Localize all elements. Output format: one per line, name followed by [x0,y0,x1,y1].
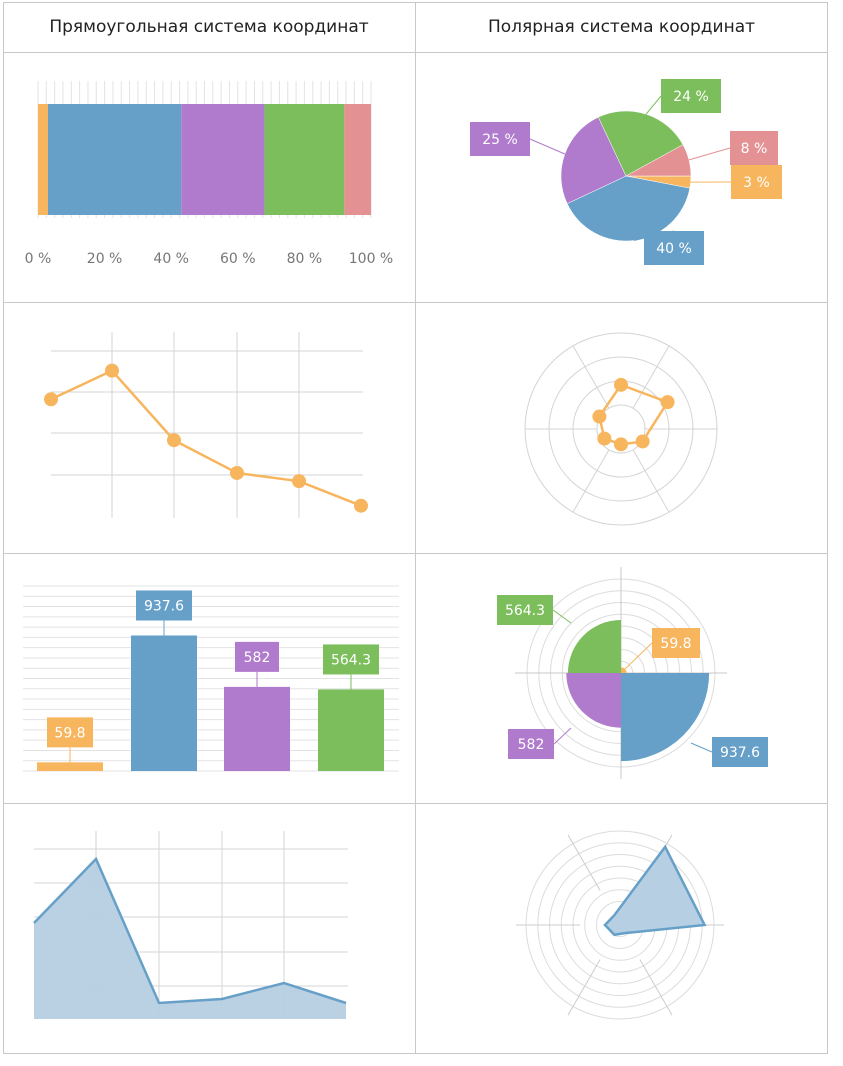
x-tick-label: 80 % [287,251,323,267]
polar-area-chart [516,830,724,1020]
polar-spoke [639,959,673,1016]
pie-label: 25 % [482,132,518,148]
polar-spoke [572,449,610,513]
rose-leader-line [553,727,572,745]
pie-label-box [470,122,530,156]
line-series [50,369,362,507]
polar-spoke [572,345,610,409]
polar-scatter-cell [415,302,828,553]
x-tick-label: 0 % [25,251,52,267]
rose-label: 564.3 [505,603,545,619]
x-tick-label: 20 % [87,251,123,267]
polar-point [660,395,675,410]
area-chart [33,831,348,1019]
x-tick-label: 40 % [153,251,189,267]
bar-value-label: 59.8 [54,725,85,741]
bar-value-label: 564.3 [331,652,371,668]
pie-chart: 40 % 25 % 24 % 8 % 3 % [470,79,782,265]
polar-point [614,377,628,392]
pie-label-box [644,231,704,265]
line-point [44,392,58,407]
line-point [105,363,119,378]
pie-leader-line [688,147,731,161]
rose-label: 582 [518,737,545,753]
rose-slice-3 [567,619,621,673]
bar-1 [131,635,197,771]
polar-rose-chart: 59.8 937.6 582 564.3 [497,567,768,779]
bar-value-label-box [136,590,192,621]
line-point [167,433,181,448]
stacked-percent-bar-cell: 0 % 20 % 40 % 60 % 80 % 100 % [3,52,415,302]
rose-label-box [508,729,554,759]
rose-slice-1 [621,673,710,762]
polar-point [614,437,628,452]
bar-segment-2 [181,104,265,215]
rose-slice-0 [621,667,627,673]
pie-label-box [731,165,782,199]
rose-label: 59.8 [660,636,691,652]
bar-chart-cell: 59.8 937.6 582 564.3 [3,553,415,803]
rose-label: 937.6 [720,745,760,761]
bar-value-label-box [323,644,379,675]
polar-point [592,409,607,424]
polar-scatter-chart [524,332,718,526]
area-line [33,856,347,1005]
bar-value-label-box [235,641,279,672]
rose-leader-line [552,609,572,624]
bar-segment-3 [264,104,345,215]
rose-leader-line [624,642,653,670]
polar-point [635,434,650,449]
line-chart-cell [3,302,415,553]
cartesian-header: Прямоугольная система координат [49,17,369,37]
polar-spoke [567,834,601,891]
pie-slice-3 [625,144,692,177]
table-grid-lines [3,2,828,1054]
pie-leader-line [645,95,662,115]
pie-label: 40 % [656,241,692,257]
area-chart-cell [3,803,415,1054]
bar-value-label: 582 [244,650,271,666]
bar-3 [318,689,384,771]
polar-header: Полярная система координат [487,17,756,37]
pie-slice-2 [597,110,684,177]
line-point [354,498,368,513]
pie-label-box [661,79,721,113]
pie-chart-cell: 40 % 25 % 24 % 8 % 3 % [415,52,828,302]
pie-label: 8 % [741,141,768,157]
rose-leader-line [690,742,713,753]
stacked-percent-bar-chart: 0 % 20 % 40 % 60 % 80 % 100 % [25,81,393,267]
line-point [230,465,244,480]
bar-segment-0 [38,104,48,215]
x-tick-label: 60 % [220,251,256,267]
pie-leader-line [529,138,566,155]
bar-value-label-box [47,717,93,748]
polar-spoke [632,449,670,513]
polar-area-cell [415,803,828,1054]
bar-value-label: 937.6 [144,598,184,614]
line-point [292,474,306,489]
polar-point [597,431,612,446]
line-chart [44,332,368,518]
pie-label: 24 % [673,89,709,105]
area-fill [34,859,346,1019]
rose-label-box [652,628,700,658]
rose-slice-2 [566,673,621,728]
bar-0 [37,762,103,771]
bar-2 [224,686,290,771]
rose-label-box [712,737,768,767]
bar-segment-4 [344,104,371,215]
x-tick-label: 100 % [349,251,393,267]
polar-area-series [603,844,707,937]
comparison-table: Прямоугольная система координат Полярная… [3,2,828,1054]
pie-label: 3 % [743,175,770,191]
bar-segment-1 [47,104,182,215]
pie-label-box [730,131,778,165]
polar-rose-cell: 59.8 937.6 582 564.3 [415,553,828,803]
polar-spoke [632,345,670,409]
rose-label-box [497,595,553,625]
polar-spoke [567,959,601,1016]
bar-chart: 59.8 937.6 582 564.3 [23,585,399,772]
